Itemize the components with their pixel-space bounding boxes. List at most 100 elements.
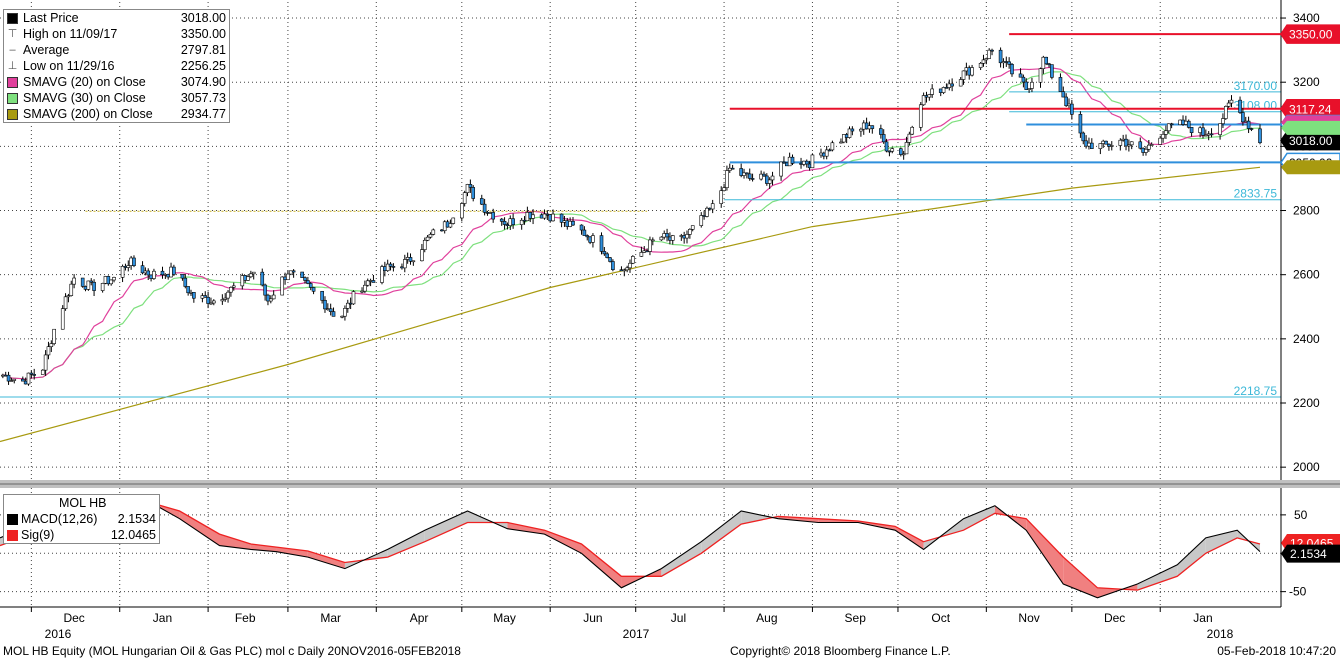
- candle-down: [260, 271, 265, 286]
- candle-up: [420, 249, 424, 262]
- month-label: Jan: [153, 611, 172, 625]
- macd-histogram-fill: [1177, 537, 1206, 577]
- candle-down: [1018, 73, 1023, 78]
- macd-histogram-fill: [661, 541, 702, 577]
- candle-up: [639, 252, 644, 257]
- candle-up: [622, 269, 627, 272]
- candle-down: [331, 311, 336, 317]
- candle-up: [958, 79, 963, 87]
- candle-down: [1169, 123, 1174, 126]
- candle-up: [1118, 139, 1123, 146]
- last-level-value: 3018.00: [1289, 134, 1333, 148]
- candle-up: [904, 142, 909, 155]
- macd-histogram-fill: [1026, 518, 1064, 584]
- candle-up: [890, 148, 895, 152]
- candle-up: [200, 295, 205, 299]
- candle-up: [249, 273, 253, 278]
- candle-up: [670, 235, 675, 241]
- moving-averages: [0, 66, 1261, 443]
- price-axis: 200022002400260028003000320034003350.003…: [1280, 0, 1340, 480]
- candle-down: [548, 214, 552, 222]
- candle-up: [1158, 137, 1163, 145]
- candle-down: [1061, 91, 1066, 98]
- candle-up: [981, 59, 986, 64]
- candle-up: [830, 142, 835, 151]
- candle-up: [1038, 68, 1043, 83]
- candle-up: [66, 295, 71, 298]
- candle-up: [1087, 142, 1091, 147]
- legend-row: SMAVG (20) on Close 3074.90: [4, 74, 229, 90]
- year-label: 2016: [45, 627, 72, 641]
- candle-down: [545, 213, 550, 216]
- candle-down: [32, 374, 37, 376]
- candle-down: [1078, 114, 1083, 134]
- candle-up: [411, 260, 416, 263]
- candle-down: [1249, 128, 1254, 130]
- price-tick-label: 2600: [1293, 268, 1320, 282]
- price-legend: Last Price 3018.00 ⊤ High on 11/09/17 3350.0…: [3, 9, 230, 123]
- candle-up: [867, 125, 872, 130]
- month-label: Nov: [1018, 611, 1039, 625]
- candle-up: [727, 167, 732, 171]
- sma30-level-box: [1281, 120, 1340, 135]
- macd-histogram-fill: [387, 530, 425, 558]
- fib-label: 3170.00: [1234, 79, 1278, 93]
- candle-down: [1050, 64, 1054, 78]
- candle-up: [1149, 144, 1154, 146]
- legend-swatch: [7, 108, 18, 120]
- month-label: Dec: [63, 611, 84, 625]
- macd-histogram-fill: [507, 522, 545, 535]
- candle-up: [340, 315, 344, 318]
- price-tick-label: 2200: [1293, 396, 1320, 410]
- candle-down: [884, 141, 889, 152]
- candle-up: [679, 235, 684, 237]
- candle-down: [804, 160, 809, 165]
- candle-down: [440, 229, 444, 232]
- candle-down: [1021, 76, 1026, 83]
- candle-down: [6, 374, 11, 382]
- candle-down: [468, 184, 473, 188]
- candle-down: [745, 172, 749, 175]
- candle-down: [827, 149, 832, 152]
- year-label: 2018: [1207, 627, 1234, 641]
- legend-label: High on 11/09/17: [23, 27, 118, 41]
- candle-down: [645, 250, 649, 253]
- candle-up: [169, 266, 173, 278]
- candle-up: [152, 270, 156, 279]
- candle-down: [445, 221, 450, 228]
- candle-up: [1129, 141, 1134, 146]
- legend-label: Low on 11/29/16: [23, 59, 115, 73]
- candle-up: [428, 234, 433, 238]
- candle-down: [29, 372, 34, 375]
- candle-down: [708, 207, 712, 210]
- macd-histogram-fill: [219, 534, 251, 550]
- candle-up: [779, 161, 783, 177]
- candle-up: [1121, 138, 1125, 141]
- candle-down: [391, 266, 396, 268]
- candle-down: [183, 277, 188, 287]
- candle-down: [611, 261, 615, 271]
- candlesticks: [1, 47, 1262, 386]
- candle-down: [21, 378, 25, 382]
- candle-down: [1024, 81, 1029, 90]
- candle-down: [1081, 132, 1086, 142]
- candle-down: [998, 49, 1003, 64]
- macd-histogram-fill: [544, 530, 582, 554]
- price-tick-label: 2400: [1293, 332, 1320, 346]
- candle-up: [964, 67, 969, 72]
- macd-histogram-fill: [424, 511, 468, 542]
- candle-up: [987, 49, 991, 59]
- candle-down: [263, 284, 267, 296]
- candle-down: [300, 271, 304, 278]
- candle-down: [784, 162, 789, 167]
- candle-up: [269, 298, 273, 302]
- candle-up: [288, 270, 293, 275]
- legend-row: SMAVG (30) on Close 3057.73: [4, 90, 229, 106]
- legend-row: – Average 2797.81: [4, 42, 229, 58]
- candle-down: [750, 178, 755, 180]
- candle-down: [283, 276, 287, 281]
- candle-up: [163, 274, 168, 276]
- candle-up: [465, 184, 470, 193]
- candle-down: [967, 67, 972, 76]
